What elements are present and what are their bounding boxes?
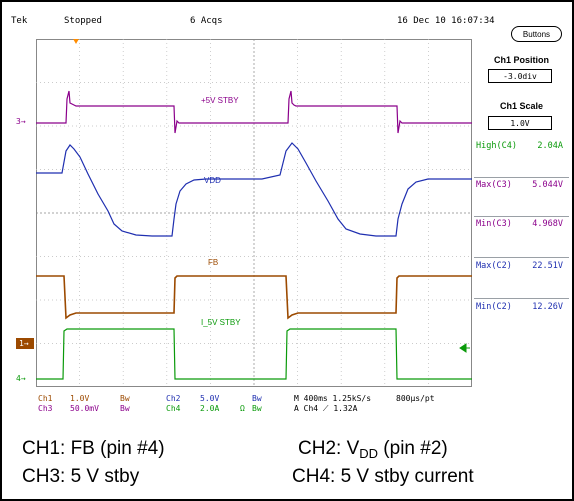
measurement-divider <box>474 298 569 299</box>
ch4-ground-marker[interactable]: 4→ <box>16 374 26 383</box>
ch1-trace <box>36 275 472 320</box>
sample-interval-readout: 800µs/pt <box>396 394 435 403</box>
acquisition-count: 6 Acqs <box>190 16 223 26</box>
brand-label: Tek <box>11 16 28 26</box>
measurement-divider <box>474 257 569 258</box>
caption-ch4: CH4: 5 V stby current <box>292 466 474 487</box>
timebase-readout: M 400ms 1.25kS/s <box>294 394 372 403</box>
trigger-readout: A Ch4 ⟋ 1.32A <box>294 404 358 413</box>
measurement-min-c2: Min(C2) 12.26V <box>476 302 563 312</box>
graticule-grid <box>36 39 472 387</box>
caption-ch2: CH2: VDD (pin #2) <box>298 438 448 461</box>
measurement-max-c2: Max(C2) 22.51V <box>476 261 563 271</box>
caption-ch3: CH3: 5 V stby <box>22 466 140 487</box>
ch4-ohm-icon: Ω <box>240 404 245 413</box>
ch3-trace <box>36 90 472 134</box>
measurement-divider <box>474 216 569 217</box>
acquisition-state: Stopped <box>64 16 102 26</box>
ch1-readout-bw: Bw <box>120 394 130 403</box>
ch1-position-value[interactable]: -3.0div <box>488 69 552 83</box>
waveform-display: +5V STBY VDD FB I_5V STBY <box>36 39 472 387</box>
measurement-divider <box>474 177 569 178</box>
ch3-trace-label: +5V STBY <box>201 96 239 105</box>
ch4-trace <box>36 328 472 380</box>
ch1-position-title: Ch1 Position <box>493 55 549 65</box>
ch1-ground-marker[interactable]: 1→ <box>16 338 34 349</box>
ch2-readout-scale: 5.0V <box>200 394 220 403</box>
ch3-readout-bw: Bw <box>120 404 130 413</box>
ch1-readout-scale: 1.0V <box>70 394 90 403</box>
ch2-readout-name: Ch2 <box>166 394 181 403</box>
ch4-readout-bw: Bw <box>252 404 262 413</box>
ch2-trace-label: VDD <box>204 176 221 185</box>
ch2-readout-bw: Bw <box>252 394 262 403</box>
ch4-trace-label: I_5V STBY <box>201 318 241 327</box>
buttons-button[interactable]: Buttons <box>511 26 562 42</box>
trigger-level-arrow-icon <box>459 343 470 353</box>
ch1-trace-label: FB <box>208 258 218 267</box>
measurement-panel: Ch1 Position -3.0div Ch1 Scale 1.0V High… <box>474 45 569 388</box>
timestamp: 16 Dec 10 16:07:34 <box>397 16 495 26</box>
ch3-readout-scale: 50.0mV <box>70 404 99 413</box>
ch1-readout-name: Ch1 <box>38 394 53 403</box>
caption-ch1: CH1: FB (pin #4) <box>22 438 165 459</box>
measurement-min-c3: Min(C3) 4.968V <box>476 219 563 229</box>
ch1-scale-value[interactable]: 1.0V <box>488 116 552 130</box>
ch3-ground-marker[interactable]: 3→ <box>16 117 26 126</box>
measurement-max-c3: Max(C3) 5.044V <box>476 180 563 190</box>
measurement-high-c4: High(C4) 2.04A <box>476 141 563 151</box>
ch2-trace <box>36 142 472 237</box>
ch3-readout-name: Ch3 <box>38 404 53 413</box>
trigger-position-marker <box>73 39 79 44</box>
ch4-readout-scale: 2.0A <box>200 404 220 413</box>
ch4-readout-name: Ch4 <box>166 404 181 413</box>
ch1-scale-title: Ch1 Scale <box>499 101 544 111</box>
